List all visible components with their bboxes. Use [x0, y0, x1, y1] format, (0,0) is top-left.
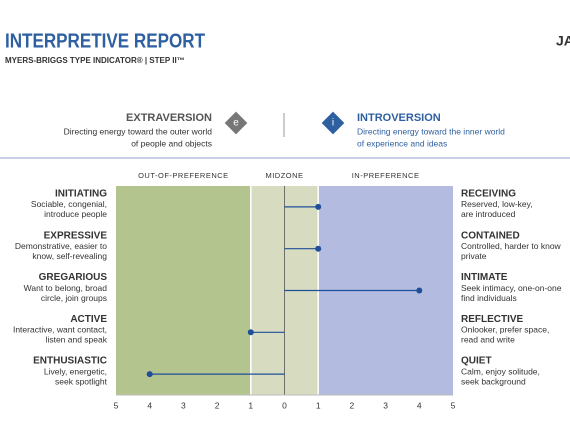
zone-label: MIDZONE	[265, 171, 303, 180]
i-icon-text: i	[332, 118, 334, 129]
left-facet: ACTIVE	[70, 314, 107, 325]
left-pole-desc: of people and objects	[131, 138, 212, 148]
right-facet-desc: Calm, enjoy solitude,	[461, 366, 540, 376]
right-pole-desc: Directing energy toward the inner world	[357, 126, 505, 136]
left-facet: INITIATING	[55, 189, 107, 200]
right-facet-desc: Seek intimacy, one-on-one	[461, 283, 562, 293]
left-facet-desc: seek spotlight	[55, 376, 108, 386]
left-facet: GREGARIOUS	[39, 272, 108, 283]
x-tick-label: 4	[417, 400, 422, 410]
right-facet-desc: Reserved, low-key,	[461, 199, 533, 209]
left-facet: EXPRESSIVE	[44, 230, 108, 241]
right-facet-desc: Onlooker, prefer space,	[461, 325, 549, 335]
x-tick-label: 2	[215, 400, 220, 410]
score-dot	[247, 329, 254, 336]
zone-label: IN-PREFERENCE	[352, 171, 420, 180]
x-tick-label: 4	[147, 400, 152, 410]
left-facet-desc: Want to belong, broad	[24, 283, 108, 293]
left-facet-desc: introduce people	[44, 209, 107, 219]
score-dot	[315, 203, 322, 210]
right-facet: RECEIVING	[461, 189, 516, 200]
right-facet: REFLECTIVE	[461, 314, 524, 325]
x-tick-label: 1	[316, 400, 321, 410]
right-facet-desc: are introduced	[461, 209, 516, 219]
client-name: JAC	[556, 33, 570, 49]
score-dot	[146, 371, 153, 378]
right-facet-desc: read and write	[461, 335, 515, 345]
score-dot	[315, 245, 322, 252]
right-facet-desc: Controlled, harder to know	[461, 241, 562, 251]
x-tick-label: 3	[383, 400, 388, 410]
right-facet: CONTAINED	[461, 230, 520, 241]
left-facet-desc: know, self-revealing	[32, 251, 107, 261]
left-facet-desc: Lively, energetic,	[44, 366, 107, 376]
left-facet-desc: Demonstrative, easier to	[15, 241, 107, 251]
x-tick-label: 1	[248, 400, 253, 410]
left-facet-desc: circle, join groups	[41, 293, 107, 303]
right-pole: INTROVERSION	[357, 112, 441, 124]
e-icon-text: e	[233, 118, 239, 129]
x-tick-label: 2	[350, 400, 355, 410]
left-pole-desc: Directing energy toward the outer world	[64, 126, 213, 136]
x-tick-label: 5	[451, 400, 456, 410]
left-pole: EXTRAVERSION	[126, 112, 212, 124]
title: INTERPRETIVE REPORT	[5, 30, 205, 52]
left-facet-desc: listen and speak	[46, 335, 108, 345]
x-tick-label: 5	[114, 400, 119, 410]
subtitle: MYERS-BRIGGS TYPE INDICATOR® | STEP II™	[5, 56, 185, 65]
right-facet-desc: private	[461, 251, 487, 261]
score-dot	[416, 287, 423, 294]
x-tick-label: 3	[181, 400, 186, 410]
zone-label: OUT-OF-PREFERENCE	[138, 171, 229, 180]
right-facet-desc: find individuals	[461, 293, 517, 303]
left-facet-desc: Sociable, congenial,	[31, 199, 107, 209]
left-facet-desc: Interactive, want contact,	[13, 325, 107, 335]
x-tick-label: 0	[282, 400, 287, 410]
right-pole-desc: of experience and ideas	[357, 138, 447, 148]
right-facet: QUIET	[461, 356, 492, 367]
left-facet: ENTHUSIASTIC	[33, 356, 107, 367]
right-facet-desc: seek background	[461, 376, 526, 386]
zone	[116, 186, 251, 395]
right-facet: INTIMATE	[461, 272, 508, 283]
